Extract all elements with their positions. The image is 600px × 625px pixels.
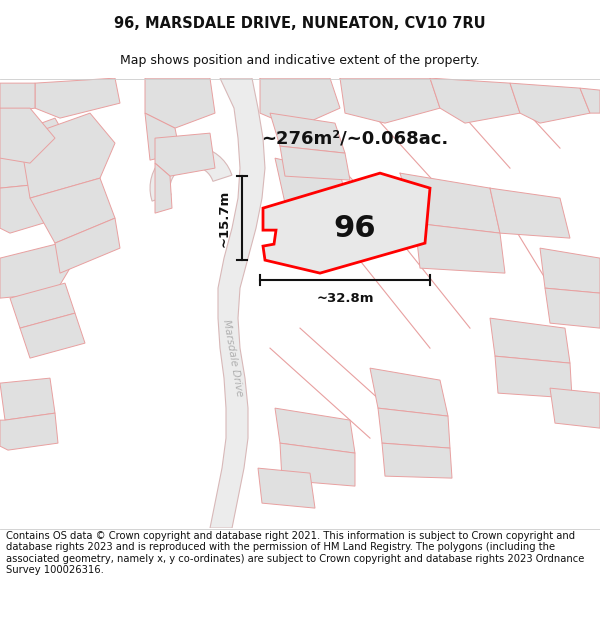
Polygon shape — [145, 113, 180, 160]
Polygon shape — [20, 313, 85, 358]
Polygon shape — [0, 108, 55, 163]
Polygon shape — [550, 388, 600, 428]
Polygon shape — [382, 443, 452, 478]
Polygon shape — [150, 146, 232, 201]
Polygon shape — [258, 468, 315, 508]
Polygon shape — [280, 146, 350, 180]
Text: 96, MARSDALE DRIVE, NUNEATON, CV10 7RU: 96, MARSDALE DRIVE, NUNEATON, CV10 7RU — [114, 16, 486, 31]
Polygon shape — [370, 368, 448, 416]
Polygon shape — [275, 408, 355, 453]
Polygon shape — [280, 443, 355, 486]
Polygon shape — [0, 118, 75, 188]
Polygon shape — [340, 78, 440, 123]
Polygon shape — [545, 288, 600, 328]
Polygon shape — [0, 183, 60, 233]
Polygon shape — [285, 203, 355, 248]
Polygon shape — [155, 133, 215, 176]
Polygon shape — [275, 158, 350, 213]
Polygon shape — [0, 83, 35, 113]
Polygon shape — [10, 283, 75, 328]
Polygon shape — [495, 356, 572, 398]
Text: ~15.7m: ~15.7m — [218, 189, 230, 247]
Text: 96: 96 — [334, 214, 376, 243]
Polygon shape — [0, 413, 58, 450]
Polygon shape — [145, 78, 215, 128]
Polygon shape — [270, 113, 345, 153]
Polygon shape — [400, 173, 500, 233]
Polygon shape — [35, 78, 120, 118]
Polygon shape — [580, 88, 600, 113]
Polygon shape — [30, 178, 115, 243]
Polygon shape — [0, 243, 70, 298]
Polygon shape — [430, 78, 520, 123]
Polygon shape — [0, 378, 55, 420]
Polygon shape — [155, 163, 172, 213]
Polygon shape — [490, 188, 570, 238]
Polygon shape — [263, 173, 430, 273]
Text: Contains OS data © Crown copyright and database right 2021. This information is : Contains OS data © Crown copyright and d… — [6, 531, 584, 576]
Polygon shape — [378, 408, 450, 448]
Polygon shape — [210, 78, 265, 528]
Polygon shape — [540, 248, 600, 293]
Polygon shape — [415, 223, 505, 273]
Text: ~276m²/~0.068ac.: ~276m²/~0.068ac. — [262, 129, 449, 147]
Text: ~32.8m: ~32.8m — [316, 292, 374, 304]
Text: Map shows position and indicative extent of the property.: Map shows position and indicative extent… — [120, 54, 480, 68]
Polygon shape — [260, 78, 340, 128]
Polygon shape — [20, 113, 115, 198]
Polygon shape — [55, 218, 120, 273]
Text: Marsdale Drive: Marsdale Drive — [221, 319, 245, 398]
Polygon shape — [490, 318, 570, 363]
Polygon shape — [510, 83, 590, 123]
